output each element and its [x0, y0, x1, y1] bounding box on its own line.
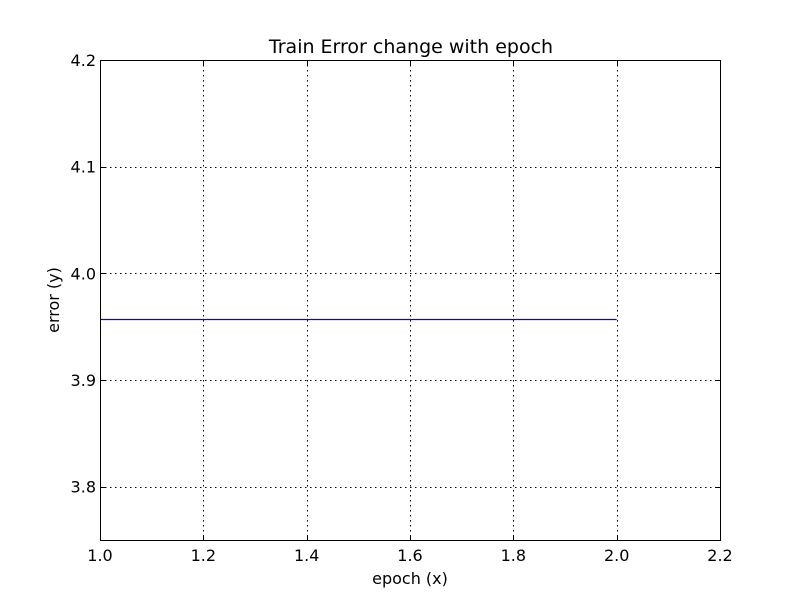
chart-title: Train Error change with epoch: [268, 36, 553, 58]
x-tick-label: 1.8: [501, 546, 526, 565]
x-tick-label: 2.0: [604, 546, 629, 565]
y-tick-label: 4.1: [71, 158, 96, 177]
x-axis-label: epoch (x): [372, 569, 448, 588]
x-tick-label: 2.2: [707, 546, 732, 565]
y-tick-label: 4.2: [71, 51, 96, 70]
y-tick-label: 4.0: [71, 264, 96, 283]
x-tick-label: 1.4: [294, 546, 319, 565]
ticks: 1.0 1.2 1.4 1.6 1.8 2.0 2.2 3.8 3.9 4.0 4.1 4.2: [71, 51, 733, 565]
grid: [100, 60, 720, 540]
x-tick-label: 1.0: [87, 546, 112, 565]
y-tick-label: 3.8: [71, 478, 96, 497]
y-axis-label: error (y): [44, 267, 63, 333]
x-tick-label: 1.6: [397, 546, 422, 565]
x-tick-label: 1.2: [191, 546, 216, 565]
y-tick-label: 3.9: [71, 371, 96, 390]
